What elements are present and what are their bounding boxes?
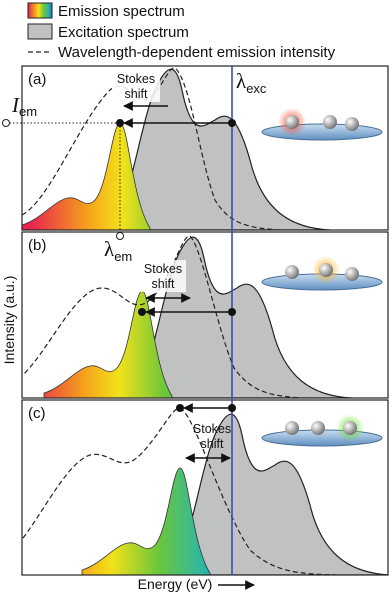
subscript: em: [19, 104, 37, 119]
label-bg: [112, 70, 160, 102]
y-axis-label: Intensity (a.u.): [1, 276, 17, 365]
lambda-exc-label: λexc: [236, 69, 267, 96]
stokes-label: Stokes: [144, 262, 182, 276]
point: [228, 404, 236, 412]
point: [116, 119, 124, 127]
symbol: I: [11, 93, 20, 117]
point: [176, 404, 184, 412]
x-axis-label: Energy (eV): [138, 576, 213, 592]
symbol: λ: [236, 69, 247, 93]
stokes-label: shift: [152, 277, 175, 291]
label-bg: [140, 260, 186, 292]
emission-intensity-curve: [22, 407, 341, 575]
marker: [116, 232, 124, 240]
emission-spectrum: [22, 122, 151, 230]
symbol: λ: [104, 237, 115, 261]
stokes-label: shift: [125, 87, 148, 101]
panel-label: (c): [28, 405, 46, 422]
emission-spectrum: [81, 467, 211, 575]
panel-frame: [21, 65, 389, 231]
emission-intensity-curve: [22, 67, 281, 230]
i-em-label: Iem: [11, 93, 37, 119]
panel-frame: [21, 399, 389, 576]
panel-a-curves: [22, 67, 331, 230]
marker: [2, 119, 10, 127]
panel-label: (b): [28, 237, 46, 254]
particle-icon: [261, 108, 383, 141]
particle-icon: [261, 414, 383, 447]
legend-label: Wavelength-dependent emission intensity: [58, 44, 336, 61]
particle-icon: [261, 256, 383, 291]
point: [138, 308, 146, 316]
stokes-label: Stokes: [193, 422, 231, 436]
stokes-label: shift: [201, 437, 224, 451]
legend-swatch: [27, 2, 53, 19]
lambda-em-label: λem: [104, 237, 132, 264]
panel-frame: [21, 231, 389, 399]
subscript: exc: [246, 81, 267, 96]
legend: Emission spectrum Excitation spectrum Wa…: [27, 2, 336, 61]
emission-spectrum: [43, 290, 173, 398]
legend-label: Emission spectrum: [58, 3, 185, 20]
subscript: em: [114, 249, 132, 264]
excitation-spectrum: [104, 68, 331, 230]
stokes-label: Stokes: [117, 72, 155, 86]
legend-swatch: [27, 23, 53, 40]
legend-label: Excitation spectrum: [58, 24, 189, 41]
emission-intensity-curve: [22, 235, 303, 398]
point: [228, 308, 236, 316]
panel-label: (a): [28, 71, 46, 88]
point: [228, 119, 236, 127]
